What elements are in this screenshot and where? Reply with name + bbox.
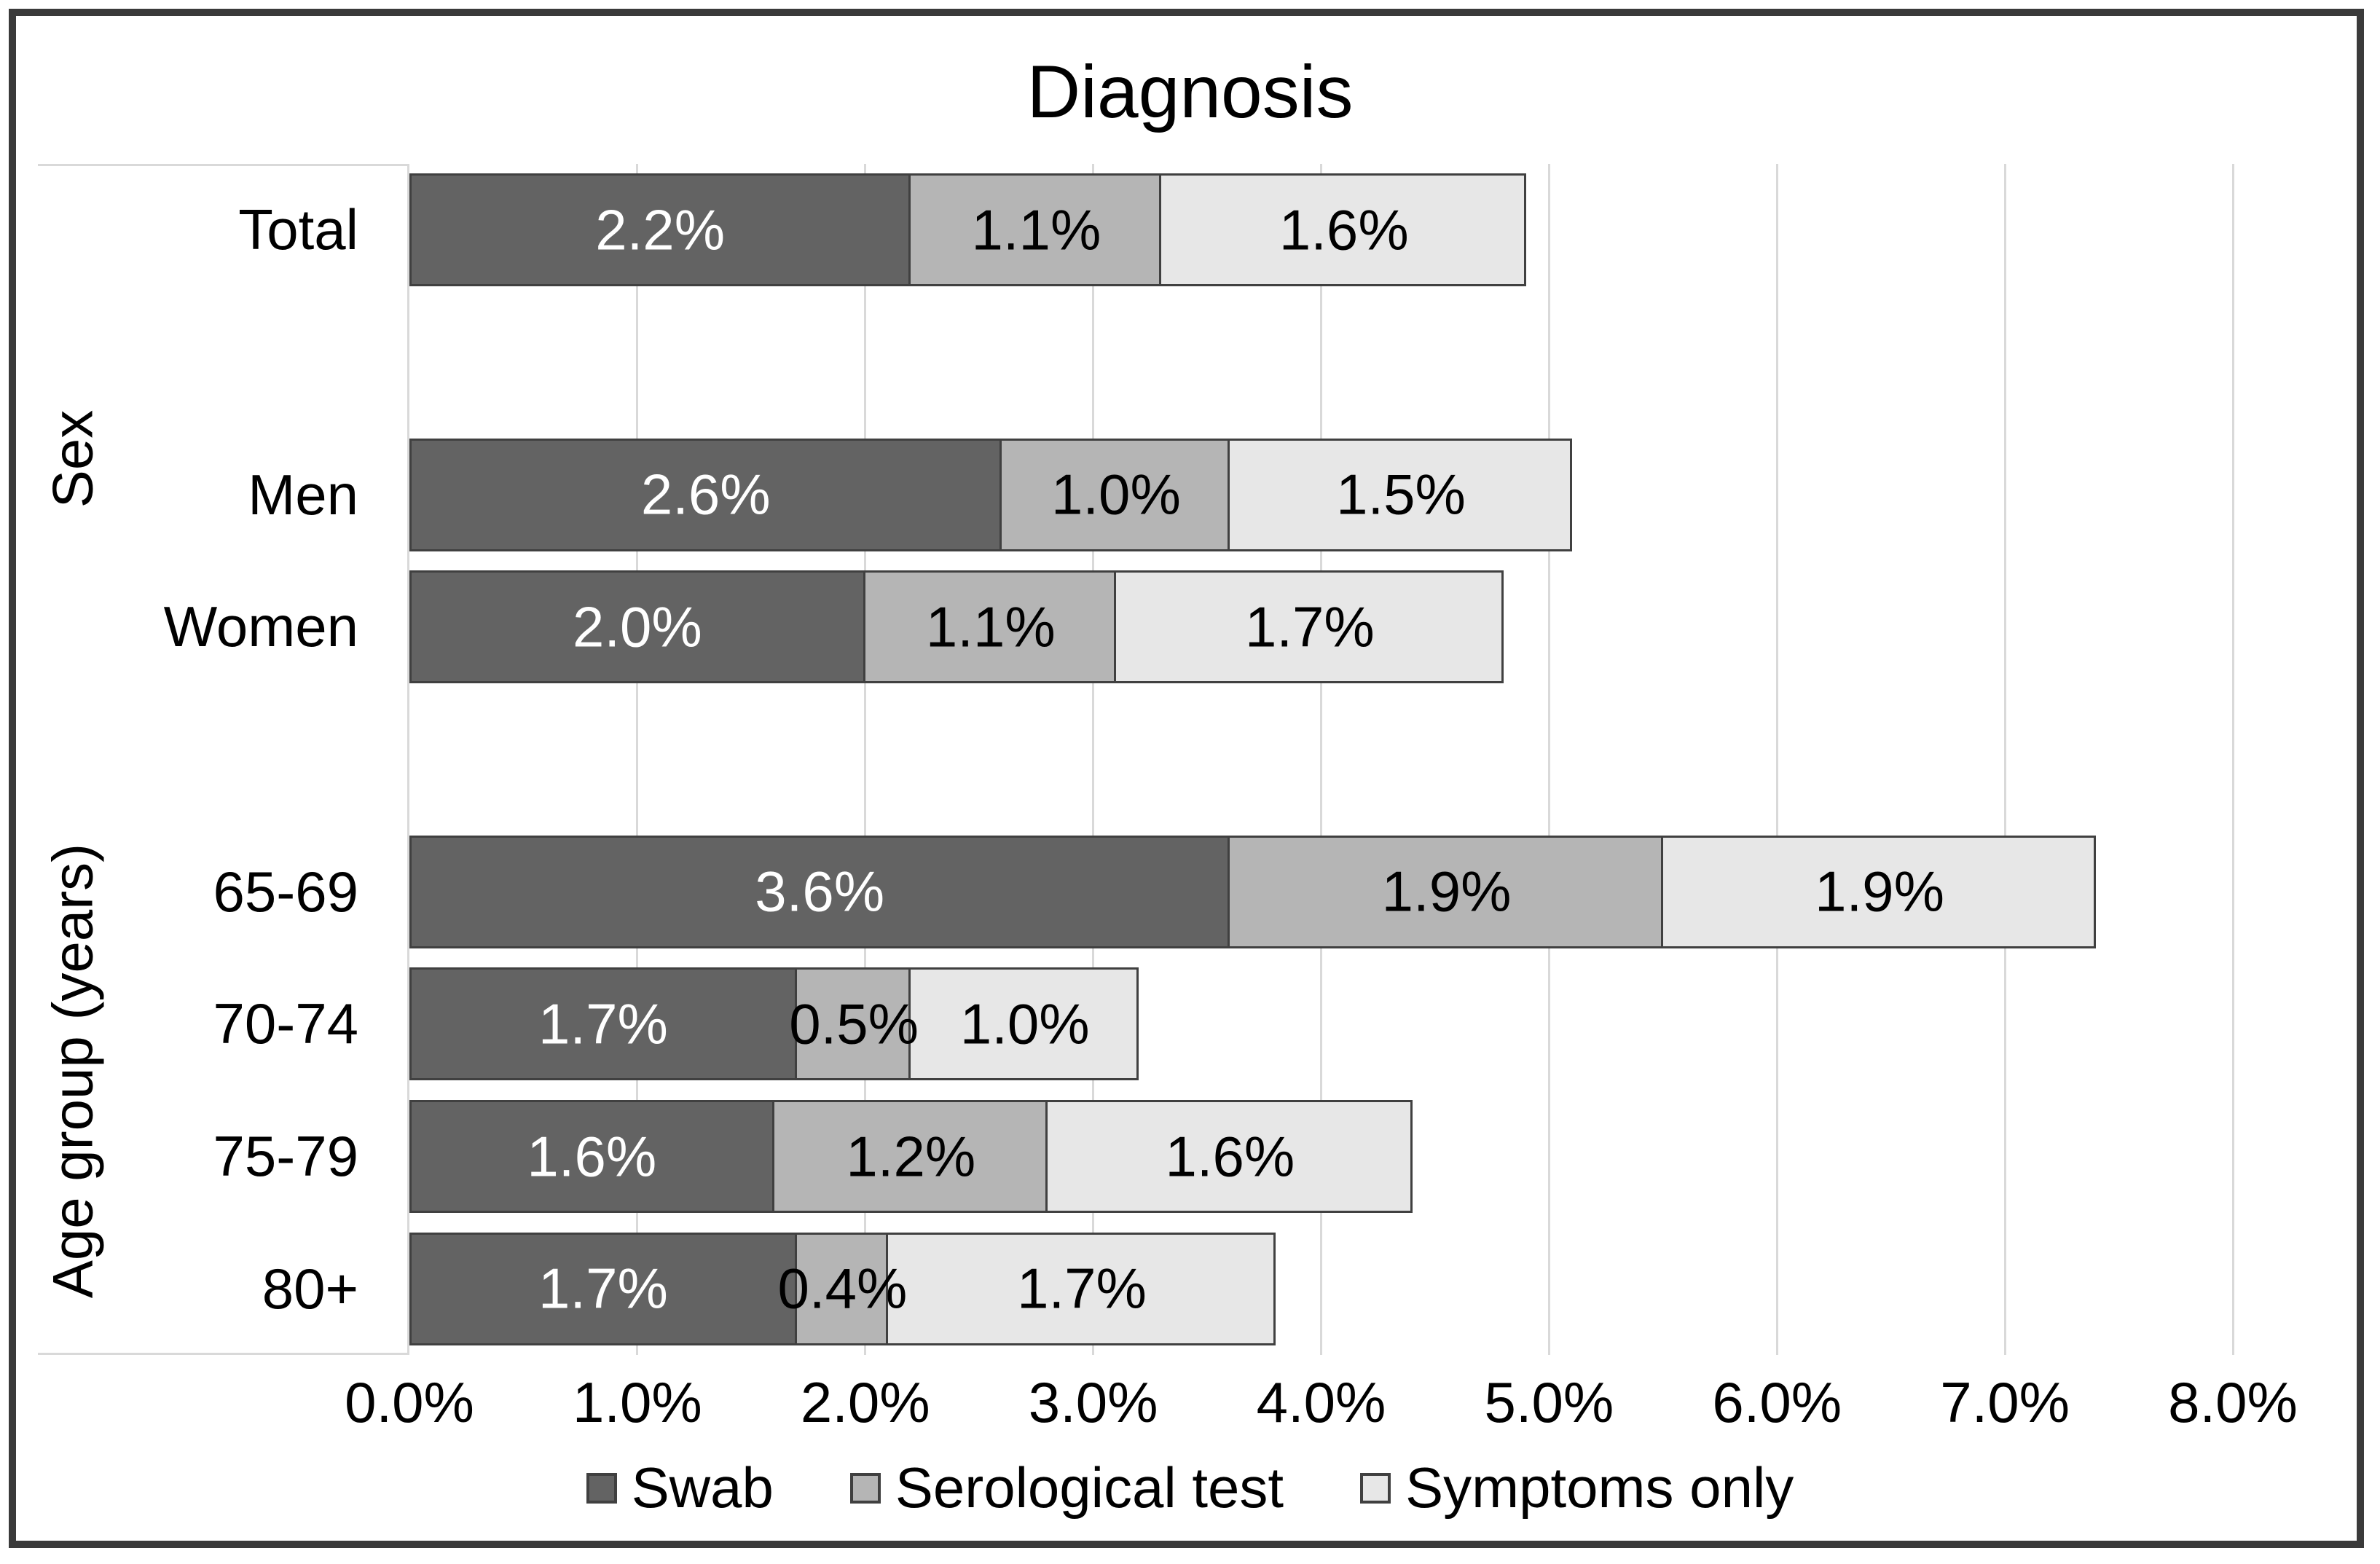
chart-title: Diagnosis <box>1026 50 1354 133</box>
x-tick-label: 8.0% <box>2168 1370 2298 1434</box>
data-label: 1.6% <box>527 1124 657 1188</box>
data-label: 1.9% <box>1815 859 1944 924</box>
category-label: 70-74 <box>213 991 359 1056</box>
gridline <box>1320 164 1322 1355</box>
bar-segment <box>1228 438 1572 551</box>
gridline <box>1092 164 1095 1355</box>
legend: Swab Serological test Symptoms only <box>0 1453 2380 1522</box>
data-label: 1.5% <box>1336 462 1466 527</box>
data-label: 0.4% <box>777 1256 908 1321</box>
data-label: 2.2% <box>595 197 726 262</box>
bar-segment <box>771 1100 1048 1213</box>
data-label: 1.6% <box>1279 197 1409 262</box>
x-tick-label: 7.0% <box>1940 1370 2070 1434</box>
bar-segment <box>908 173 1162 287</box>
legend-label: Serological test <box>895 1455 1284 1520</box>
x-tick-label: 4.0% <box>1256 1370 1386 1434</box>
category-label: Total <box>238 197 358 262</box>
bar-row-Women: 2.0% 1.1% 1.7% <box>409 570 2233 684</box>
bar-row-Men: 2.6% 1.0% 1.5% <box>409 438 2233 551</box>
category-label: 80+ <box>262 1256 358 1321</box>
data-label: 1.9% <box>1381 859 1512 924</box>
data-label: 1.1% <box>971 197 1101 262</box>
bar-segment <box>1113 570 1504 684</box>
bar-segment <box>1660 835 2097 948</box>
legend-swatch-icon <box>586 1472 617 1504</box>
category-axis-area <box>38 164 409 1355</box>
bar-segment <box>409 1232 797 1345</box>
bar-row-75-79: 1.6% 1.2% 1.6% <box>409 1100 2233 1213</box>
x-tick-label: 3.0% <box>1028 1370 1158 1434</box>
data-label: 1.7% <box>538 1256 668 1321</box>
data-label: 2.0% <box>572 594 702 659</box>
bar-segment <box>908 967 1139 1081</box>
bar-row-Total: 2.2% 1.1% 1.6% <box>409 173 2233 287</box>
category-label: 65-69 <box>213 859 359 924</box>
data-label: 1.0% <box>1051 462 1181 527</box>
bar-row-70-74: 1.7% 0.5% 1.0% <box>409 967 2233 1081</box>
bar-segment <box>409 438 1002 551</box>
legend-item: Swab <box>586 1455 774 1521</box>
gridline <box>1547 164 1550 1355</box>
data-label: 1.0% <box>959 991 1090 1056</box>
gridline <box>2003 164 2006 1355</box>
x-tick-label: 0.0% <box>345 1370 474 1434</box>
category-label: 75-79 <box>213 1124 359 1188</box>
data-label: 3.6% <box>755 859 885 924</box>
category-label: Men <box>248 462 358 527</box>
bar-segment <box>863 570 1116 684</box>
legend-swatch-icon <box>849 1472 881 1504</box>
bar-row-65-69: 3.6% 1.9% 1.9% <box>409 835 2233 948</box>
gridline <box>864 164 867 1355</box>
bar-segment <box>409 173 911 287</box>
legend-swatch-icon <box>1360 1472 1391 1504</box>
legend-label: Symptoms only <box>1405 1455 1794 1520</box>
data-label: 0.5% <box>789 991 919 1056</box>
bar-segment <box>999 438 1230 551</box>
axis-group-label: Sex <box>40 409 105 508</box>
data-label: 1.6% <box>1165 1124 1295 1188</box>
category-label: Women <box>163 594 358 659</box>
data-label: 1.1% <box>925 594 1056 659</box>
bar-segment <box>886 1232 1276 1345</box>
x-tick-label: 6.0% <box>1712 1370 1842 1434</box>
x-tick-label: 1.0% <box>572 1370 702 1434</box>
data-label: 1.7% <box>538 991 668 1056</box>
bar-segment <box>409 570 865 684</box>
x-tick-label: 2.0% <box>800 1370 930 1434</box>
gridline <box>1775 164 1778 1355</box>
bar-segment <box>1045 1100 1413 1213</box>
legend-item: Symptoms only <box>1360 1455 1794 1521</box>
legend-item: Serological test <box>849 1455 1284 1521</box>
bar-segment <box>409 967 797 1081</box>
axis-group-label: Age group (years) <box>40 843 105 1299</box>
data-label: 1.7% <box>1017 1256 1147 1321</box>
gridline <box>2231 164 2234 1355</box>
gridline <box>636 164 639 1355</box>
x-tick-label: 5.0% <box>1484 1370 1614 1434</box>
bar-segment <box>1228 835 1663 948</box>
data-label: 1.7% <box>1244 594 1375 659</box>
data-label: 1.2% <box>846 1124 976 1188</box>
data-label: 2.6% <box>640 462 771 527</box>
bar-segment <box>794 967 911 1081</box>
legend-label: Swab <box>631 1455 774 1520</box>
bar-segment <box>409 1100 774 1213</box>
bar-row-80+: 1.7% 0.4% 1.7% <box>409 1232 2233 1345</box>
bar-segment <box>1159 173 1527 287</box>
